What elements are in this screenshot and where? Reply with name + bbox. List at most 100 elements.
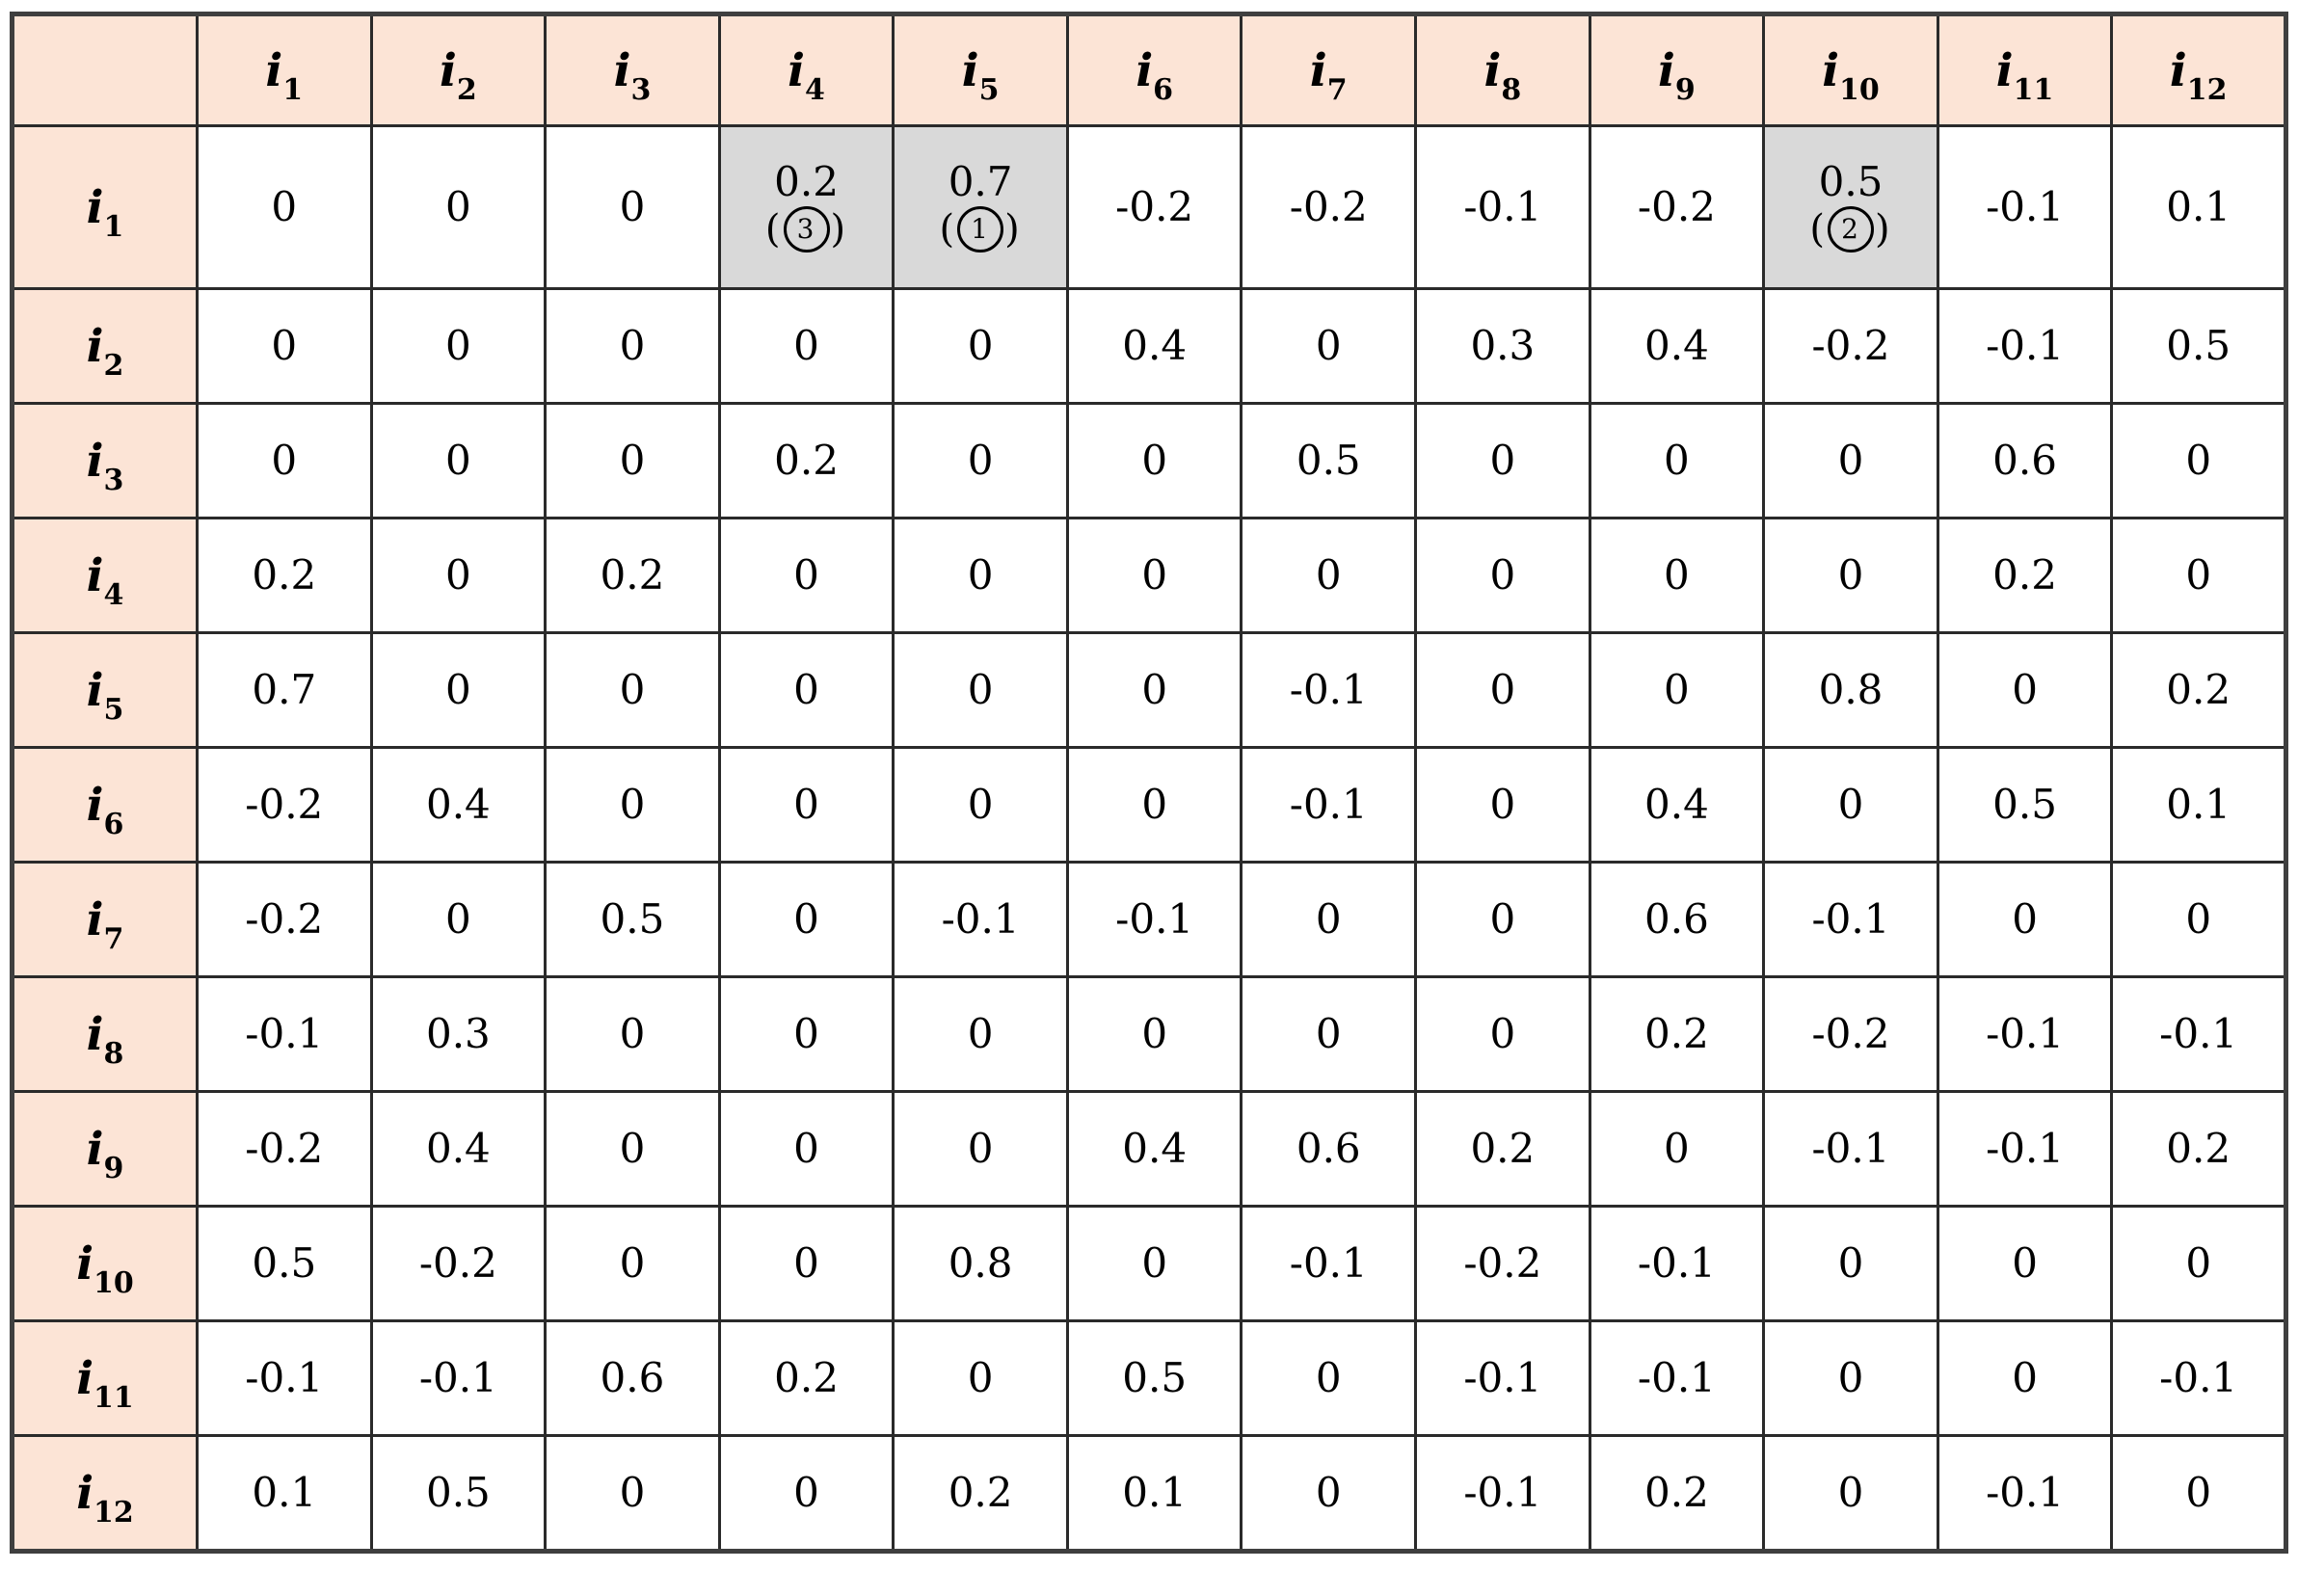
item-label-base: i bbox=[1995, 43, 2014, 97]
item-label-subscript: 10 bbox=[1839, 72, 1880, 107]
cell-value: -0.2 bbox=[418, 1238, 497, 1287]
cell-value: 0 bbox=[967, 665, 994, 713]
table-row-i4: i4 0.2 0 0.2 0 0 0 0 0 0 0 0.2 0 bbox=[11, 517, 2287, 634]
matrix-cell: 0 bbox=[1240, 287, 1418, 405]
item-label-base: i bbox=[440, 43, 457, 97]
cell-value: -0.2 bbox=[245, 1124, 324, 1172]
cell-value: -0.1 bbox=[1986, 182, 2065, 230]
cell-value: 0 bbox=[619, 1009, 646, 1057]
cell-value: 0.3 bbox=[425, 1009, 491, 1057]
cell-value: -0.1 bbox=[1811, 894, 1890, 943]
cell-value: -0.2 bbox=[245, 780, 324, 828]
item-label-base: i bbox=[86, 1122, 104, 1176]
cell-value: 0.2 bbox=[600, 550, 665, 598]
cell-value: 0 bbox=[619, 321, 646, 369]
item-label-base: i bbox=[788, 43, 806, 97]
matrix-cell: 0 bbox=[717, 287, 895, 405]
table-row-i6: i6 -0.2 0.4 0 0 0 0 -0.1 0 0.4 0 0.5 0.1 bbox=[11, 746, 2287, 864]
cell-value: -0.2 bbox=[1115, 182, 1194, 230]
matrix-cell: -0.1 bbox=[1240, 1205, 1418, 1322]
matrix-cell: 0.4 bbox=[369, 1090, 548, 1208]
cell-value: 0.7 bbox=[252, 665, 317, 713]
matrix-cell: 0 bbox=[892, 746, 1069, 864]
cell-value: -0.2 bbox=[1811, 1009, 1890, 1057]
cell-value: 0 bbox=[1837, 1238, 1864, 1287]
item-label-subscript: 6 bbox=[1153, 72, 1174, 107]
cell-value: -0.1 bbox=[1289, 780, 1368, 828]
row-header-i5: i5 bbox=[11, 631, 199, 749]
matrix-cell: 0.5 bbox=[1240, 402, 1418, 519]
cell-value: 0 bbox=[2185, 1238, 2212, 1287]
matrix-cell: -0.2 bbox=[196, 861, 373, 978]
matrix-cell: 0 bbox=[1065, 1205, 1243, 1322]
table-row-i9: i9 -0.2 0.4 0 0 0 0.4 0.6 0.2 0 -0.1 -0.1 0.2 bbox=[11, 1090, 2287, 1208]
item-label-subscript: 11 bbox=[94, 1380, 134, 1415]
cell-value: -0.2 bbox=[1637, 182, 1716, 230]
cell-value: 0 bbox=[445, 550, 471, 598]
cell-value: 0 bbox=[1489, 780, 1516, 828]
cell-value: 0 bbox=[1489, 894, 1516, 943]
matrix-cell: 0.1 bbox=[2110, 124, 2287, 290]
item-label-subscript: 12 bbox=[94, 1495, 134, 1530]
matrix-cell: -0.2 bbox=[1762, 287, 1939, 405]
matrix-cell: 0 bbox=[1240, 1319, 1418, 1437]
cell-value: -0.1 bbox=[1811, 1124, 1890, 1172]
cell-value: 0.3 bbox=[1470, 321, 1536, 369]
rank-note: (3) bbox=[764, 206, 848, 253]
matrix-cell: 0.2 bbox=[1588, 975, 1766, 1093]
column-header-i3: i3 bbox=[544, 13, 721, 127]
matrix-cell: 0 bbox=[717, 861, 895, 978]
cell-value: 0 bbox=[271, 321, 298, 369]
cell-value: -0.1 bbox=[1986, 1124, 2065, 1172]
matrix-cell: 0 bbox=[2110, 517, 2287, 634]
matrix-cell: 0 bbox=[1414, 746, 1591, 864]
cell-value: 0 bbox=[619, 436, 646, 484]
row-header-i4: i4 bbox=[11, 517, 199, 634]
cell-value: 0 bbox=[1489, 1009, 1516, 1057]
cell-value: -0.2 bbox=[245, 894, 324, 943]
matrix-cell: 0.2 bbox=[196, 517, 373, 634]
matrix-cell: -0.1 bbox=[1936, 1090, 2114, 1208]
cell-value: 0 bbox=[445, 182, 471, 230]
matrix-cell: 0 bbox=[1065, 746, 1243, 864]
cell-value: 0 bbox=[1664, 436, 1690, 484]
matrix-cell: 0 bbox=[544, 1090, 721, 1208]
cell-value: 0 bbox=[2185, 550, 2212, 598]
cell-value: 0 bbox=[271, 436, 298, 484]
cell-value: -0.2 bbox=[1289, 182, 1368, 230]
cell-value: -0.1 bbox=[1289, 665, 1368, 713]
matrix-cell: 0 bbox=[544, 631, 721, 749]
cell-value: 0 bbox=[967, 550, 994, 598]
rank-note: (2) bbox=[1809, 206, 1892, 253]
matrix-cell: 0.4 bbox=[1588, 287, 1766, 405]
matrix-cell-highlighted: 0.2(3) bbox=[717, 124, 895, 290]
item-label-base: i bbox=[613, 43, 631, 97]
cell-value: 0 bbox=[1315, 1468, 1342, 1516]
matrix-cell: 0 bbox=[1414, 975, 1591, 1093]
matrix-cell: 0 bbox=[369, 287, 548, 405]
cell-value: -0.1 bbox=[2159, 1009, 2238, 1057]
matrix-cell: 0.2 bbox=[717, 1319, 895, 1437]
matrix-cell: 0.4 bbox=[1065, 287, 1243, 405]
matrix-cell: 0 bbox=[717, 1090, 895, 1208]
matrix-cell: 0.6 bbox=[1936, 402, 2114, 519]
matrix-cell: 0.2 bbox=[2110, 631, 2287, 749]
column-header-i6: i6 bbox=[1065, 13, 1243, 127]
matrix-cell: 0.4 bbox=[369, 746, 548, 864]
matrix-cell: 0 bbox=[369, 517, 548, 634]
matrix-cell: 0 bbox=[1065, 402, 1243, 519]
matrix-cell: 0.5 bbox=[369, 1434, 548, 1553]
matrix-cell: 0 bbox=[892, 517, 1069, 634]
matrix-cell: 0.1 bbox=[2110, 746, 2287, 864]
cell-value: 0 bbox=[967, 321, 994, 369]
matrix-cell: 0 bbox=[1762, 1205, 1939, 1322]
matrix-cell: 0 bbox=[544, 1434, 721, 1553]
item-label-subscript: 3 bbox=[630, 72, 652, 107]
matrix-cell: -0.2 bbox=[1414, 1205, 1591, 1322]
cell-value: 0.4 bbox=[425, 1124, 491, 1172]
cell-value: 0 bbox=[2012, 894, 2038, 943]
item-label-base: i bbox=[86, 1007, 104, 1061]
cell-value: 0.4 bbox=[1122, 1124, 1188, 1172]
matrix-cell: 0 bbox=[892, 402, 1069, 519]
item-label-base: i bbox=[76, 1237, 94, 1290]
